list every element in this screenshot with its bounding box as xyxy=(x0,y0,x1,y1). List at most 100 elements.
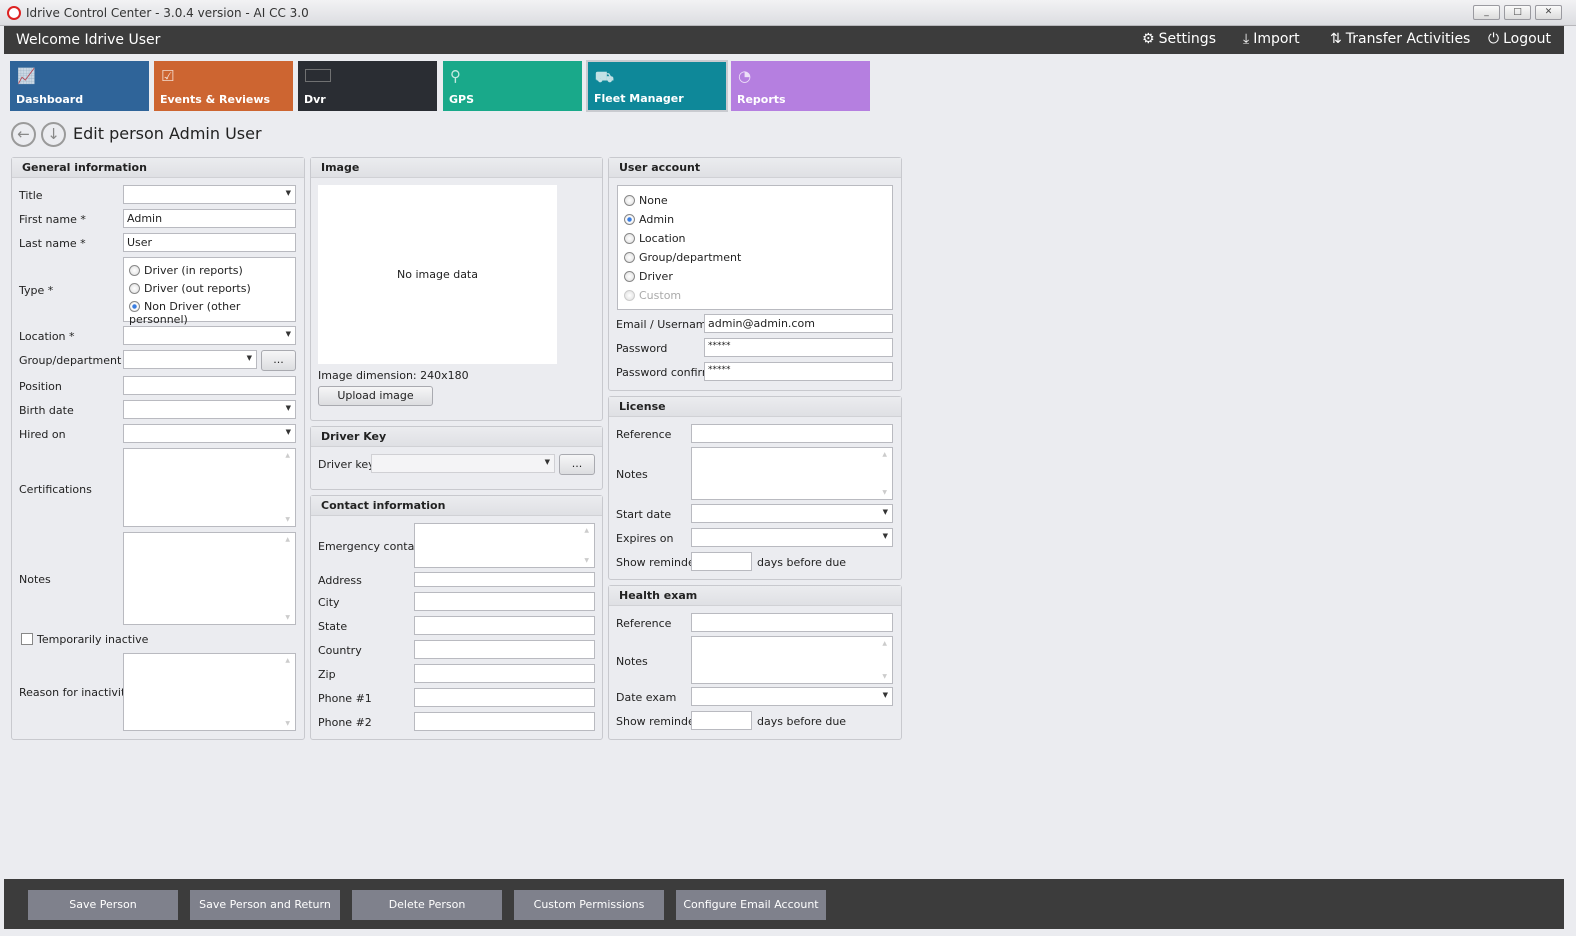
hired-on-picker[interactable] xyxy=(123,424,296,443)
custom-permissions-button[interactable]: Custom Permissions xyxy=(514,890,664,920)
group-dropdown[interactable] xyxy=(123,350,257,369)
city-input[interactable] xyxy=(414,592,595,611)
license-reference-input[interactable] xyxy=(691,424,893,443)
radio-icon xyxy=(624,252,635,263)
temporarily-inactive-label: Temporarily inactive xyxy=(37,633,149,646)
first-name-label: First name * xyxy=(19,213,86,226)
location-dropdown[interactable] xyxy=(123,326,296,345)
page-title: Edit person Admin User xyxy=(73,124,262,143)
save-person-button[interactable]: Save Person xyxy=(28,890,178,920)
import-button[interactable]: ⤓ Import xyxy=(1243,31,1300,47)
phone2-input[interactable] xyxy=(414,712,595,731)
tile-fleet-manager[interactable]: ⛟ Fleet Manager xyxy=(586,60,728,112)
country-input[interactable] xyxy=(414,640,595,659)
first-name-input[interactable]: Admin xyxy=(123,209,296,228)
role-none[interactable]: None xyxy=(624,194,668,207)
tile-reports[interactable]: ◔ Reports xyxy=(731,61,870,111)
logout-button[interactable]: ⏻ Logout xyxy=(1488,31,1551,47)
option-label: None xyxy=(639,194,668,207)
password-input[interactable]: ***** xyxy=(704,338,893,357)
save-person-and-return-button[interactable]: Save Person and Return xyxy=(190,890,340,920)
delete-person-button[interactable]: Delete Person xyxy=(352,890,502,920)
zip-input[interactable] xyxy=(414,664,595,683)
health-reminder-label: Show reminder xyxy=(616,715,700,728)
title-dropdown[interactable] xyxy=(123,185,296,204)
last-name-label: Last name * xyxy=(19,237,86,250)
role-custom: Custom xyxy=(624,289,681,302)
dimension-label: Image dimension: xyxy=(318,369,417,382)
back-arrow-icon[interactable]: ← xyxy=(11,122,36,147)
date-exam-picker[interactable] xyxy=(691,687,893,706)
image-dimension: Image dimension: 240x180 xyxy=(318,369,469,382)
email-input[interactable]: admin@admin.com xyxy=(704,314,893,333)
image-preview: No image data xyxy=(318,185,557,364)
license-reference-label: Reference xyxy=(616,428,672,441)
close-button[interactable]: ✕ xyxy=(1535,5,1562,20)
transfer-activities-button[interactable]: ⇅ Transfer Activities xyxy=(1330,31,1470,47)
option-label: Location xyxy=(639,232,686,245)
start-date-label: Start date xyxy=(616,508,672,521)
minimize-button[interactable]: _ xyxy=(1473,5,1500,20)
expires-on-label: Expires on xyxy=(616,532,674,545)
address-label: Address xyxy=(318,574,362,587)
temporarily-inactive-checkbox[interactable] xyxy=(21,633,33,645)
no-image-text: No image data xyxy=(397,268,478,281)
password-confirm-label: Password confirm xyxy=(616,366,713,379)
notes-textarea[interactable] xyxy=(123,532,296,625)
settings-button[interactable]: ⚙ Settings xyxy=(1142,31,1216,47)
license-notes-textarea[interactable] xyxy=(691,447,893,500)
option-label: Driver (in reports) xyxy=(144,264,243,277)
health-notes-label: Notes xyxy=(616,655,648,668)
birth-date-picker[interactable] xyxy=(123,400,296,419)
role-group[interactable]: Group/department xyxy=(624,251,741,264)
type-option-driver-out[interactable]: Driver (out reports) xyxy=(129,282,251,295)
state-label: State xyxy=(318,620,348,633)
role-admin[interactable]: Admin xyxy=(624,213,674,226)
start-date-picker[interactable] xyxy=(691,504,893,523)
last-name-input[interactable]: User xyxy=(123,233,296,252)
tile-label: Fleet Manager xyxy=(594,92,684,105)
down-arrow-icon[interactable]: ↓ xyxy=(41,122,66,147)
phone1-input[interactable] xyxy=(414,688,595,707)
password-confirm-input[interactable]: ***** xyxy=(704,362,893,381)
option-label: Group/department xyxy=(639,251,742,264)
tile-events-reviews[interactable]: ☑ Events & Reviews xyxy=(154,61,293,111)
health-reference-input[interactable] xyxy=(691,613,893,632)
configure-email-account-button[interactable]: Configure Email Account xyxy=(676,890,826,920)
panel-header: Image xyxy=(311,158,602,178)
health-notes-textarea[interactable] xyxy=(691,636,893,684)
tile-dashboard[interactable]: 📈 Dashboard xyxy=(10,61,149,111)
position-input[interactable] xyxy=(123,376,296,395)
driver-key-label: Driver key xyxy=(318,458,375,471)
license-reminder-input[interactable] xyxy=(691,552,752,571)
zip-label: Zip xyxy=(318,668,336,681)
tile-gps[interactable]: ⚲ GPS xyxy=(443,61,582,111)
role-driver[interactable]: Driver xyxy=(624,270,673,283)
download-icon: ⤓ xyxy=(1243,31,1250,47)
window-title: Idrive Control Center - 3.0.4 version - … xyxy=(26,6,309,20)
type-option-driver-in[interactable]: Driver (in reports) xyxy=(129,264,243,277)
state-input[interactable] xyxy=(414,616,595,635)
health-reference-label: Reference xyxy=(616,617,672,630)
health-reminder-input[interactable] xyxy=(691,711,752,730)
certifications-label: Certifications xyxy=(19,483,92,496)
upload-image-button[interactable]: Upload image xyxy=(318,386,433,406)
group-browse-button[interactable]: ... xyxy=(261,350,296,371)
option-label: Driver xyxy=(639,270,673,283)
chart-icon: 📈 xyxy=(17,67,36,85)
type-option-non-driver[interactable]: Non Driver (other personnel) xyxy=(129,300,295,326)
emergency-contact-textarea[interactable] xyxy=(414,523,595,568)
certifications-textarea[interactable] xyxy=(123,448,296,527)
role-location[interactable]: Location xyxy=(624,232,686,245)
address-input[interactable] xyxy=(414,572,595,587)
maximize-button[interactable]: □ xyxy=(1504,5,1531,20)
reason-textarea[interactable] xyxy=(123,653,296,731)
radio-icon xyxy=(624,290,635,301)
option-label: Non Driver (other personnel) xyxy=(129,300,241,326)
driver-key-browse-button[interactable]: ... xyxy=(559,454,595,475)
tile-dvr[interactable]: Dvr xyxy=(298,61,437,111)
driver-key-dropdown[interactable] xyxy=(371,454,555,473)
option-label: Custom xyxy=(639,289,682,302)
expires-on-picker[interactable] xyxy=(691,528,893,547)
email-label: Email / Username xyxy=(616,318,714,331)
